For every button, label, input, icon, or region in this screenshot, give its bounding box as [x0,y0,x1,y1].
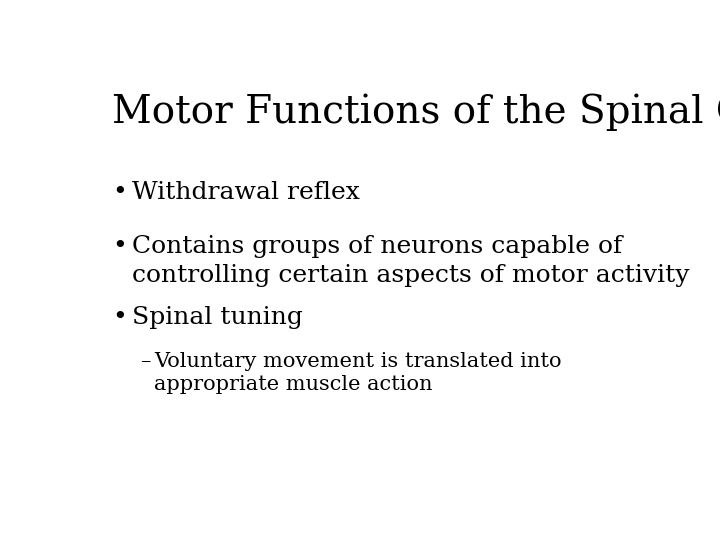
Text: Contains groups of neurons capable of
controlling certain aspects of motor activ: Contains groups of neurons capable of co… [132,235,689,287]
Text: •: • [112,306,127,329]
Text: •: • [112,235,127,258]
Text: –: – [140,352,150,370]
Text: Voluntary movement is translated into
appropriate muscle action: Voluntary movement is translated into ap… [154,352,562,394]
Text: Spinal tuning: Spinal tuning [132,306,302,329]
Text: •: • [112,181,127,204]
Text: Motor Functions of the Spinal Cord: Motor Functions of the Spinal Cord [112,94,720,131]
Text: Withdrawal reflex: Withdrawal reflex [132,181,359,204]
